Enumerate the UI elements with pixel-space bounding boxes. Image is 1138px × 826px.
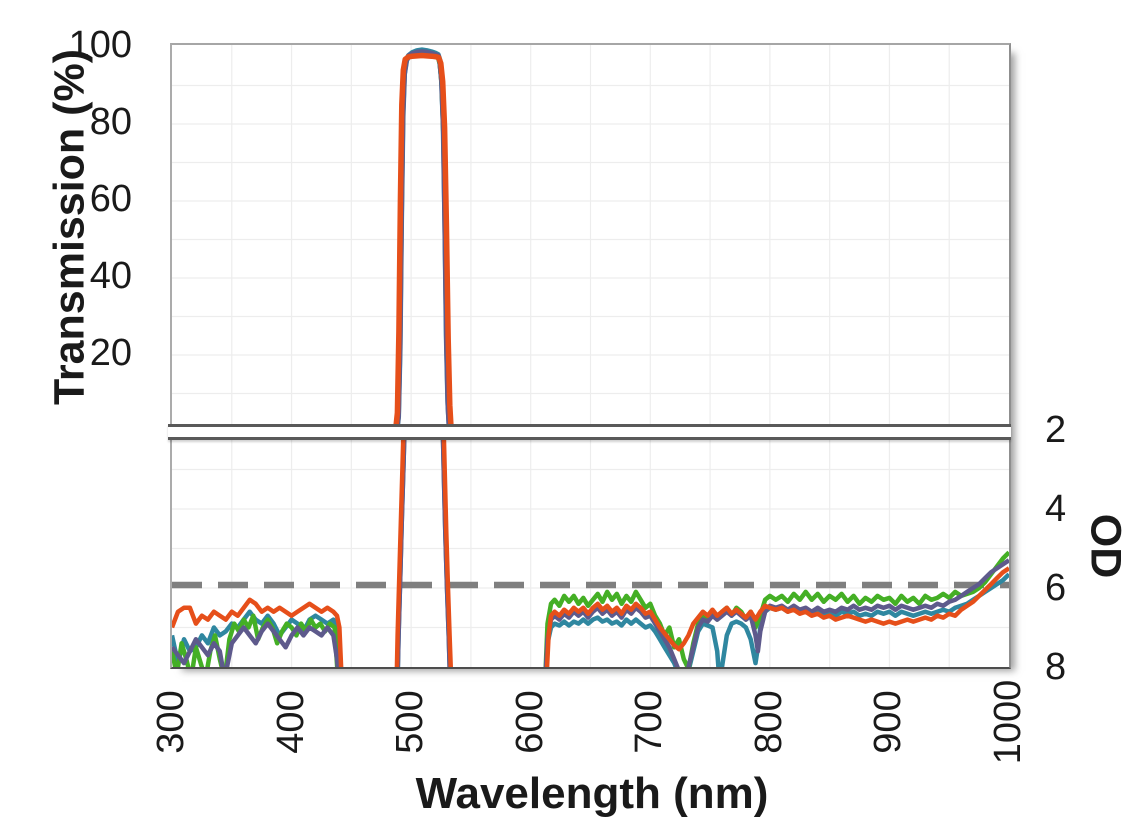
x-tick-900: 900 — [867, 690, 909, 754]
y-left-tick-100: 100 — [68, 24, 132, 66]
y-right-tick-6: 6 — [1045, 567, 1067, 609]
y-left-tick-40: 40 — [89, 255, 132, 297]
od-panel — [170, 434, 1011, 669]
x-tick-800: 800 — [748, 690, 790, 754]
x-tick-600: 600 — [509, 690, 551, 754]
x-tick-400: 400 — [270, 690, 312, 754]
transmission-panel — [170, 43, 1011, 427]
x-tick-1000: 1000 — [987, 679, 1029, 765]
od-chart — [172, 434, 1009, 667]
y-left-tick-80: 80 — [89, 101, 132, 143]
y-left-tick-20: 20 — [89, 332, 132, 374]
transmission-chart — [172, 45, 1009, 427]
y-right-tick-8: 8 — [1045, 646, 1067, 688]
y-right-tick-4: 4 — [1045, 488, 1067, 530]
y-left-tick-60: 60 — [89, 178, 132, 220]
y-right-axis-title: OD — [1081, 513, 1130, 579]
x-tick-300: 300 — [150, 690, 192, 754]
y-right-tick-2: 2 — [1045, 409, 1067, 451]
x-axis-title: Wavelength (nm) — [415, 769, 769, 818]
axis-break-band — [168, 424, 1011, 440]
x-tick-700: 700 — [628, 690, 670, 754]
y-left-axis-title: Transmission (%) — [45, 48, 94, 406]
x-tick-500: 500 — [389, 690, 431, 754]
